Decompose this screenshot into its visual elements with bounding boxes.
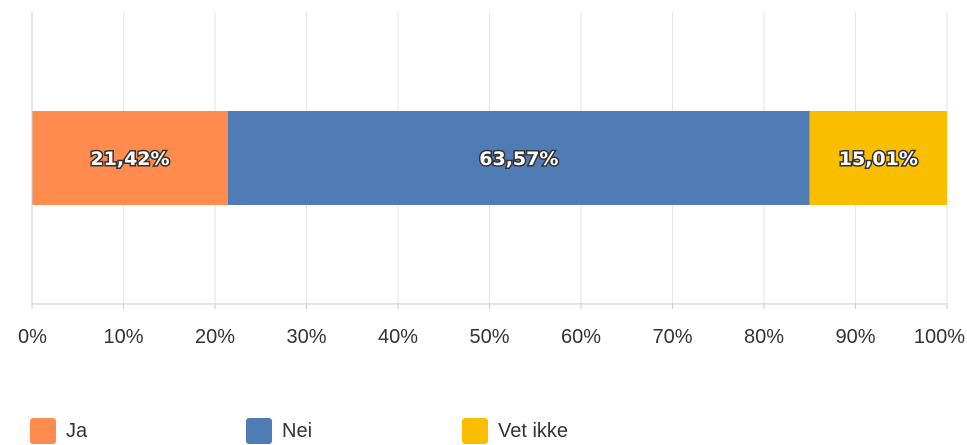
legend-label: Nei	[282, 419, 313, 442]
legend-swatch	[30, 418, 56, 444]
legend-label: Vet ikke	[498, 419, 569, 442]
legend: Ja Nei Vet ikke	[0, 418, 967, 445]
x-tick-label: 10%	[103, 326, 143, 348]
legend-swatch	[462, 418, 488, 444]
x-tick-label: 70%	[652, 326, 692, 348]
x-tick-label: 20%	[195, 326, 235, 348]
x-axis: 0% 10% 20% 30% 40% 50% 60% 70% 80% 90% 100%	[18, 12, 965, 348]
legend-item[interactable]: Nei	[246, 418, 312, 444]
x-tick-label: 0%	[18, 326, 47, 348]
x-tick-label: 50%	[469, 326, 509, 348]
data-label: 63,57%	[479, 148, 558, 170]
legend-item[interactable]: Vet ikke	[462, 418, 568, 444]
x-tick-label: 100%	[914, 326, 965, 348]
legend-label: Ja	[66, 419, 88, 442]
data-label: 21,42%	[90, 148, 169, 170]
bar-segment[interactable]	[227, 111, 810, 205]
bar-segment[interactable]	[32, 111, 228, 205]
bar-segment[interactable]	[809, 111, 947, 205]
data-label: 15,01%	[839, 148, 918, 170]
legend-item[interactable]: Ja	[30, 418, 87, 444]
x-tick-label: 40%	[378, 326, 418, 348]
bar-group: 21,42% 63,57% 15,01%	[32, 111, 947, 205]
legend-swatch	[246, 418, 272, 444]
x-tick-label: 60%	[561, 326, 601, 348]
x-tick-label: 90%	[835, 326, 875, 348]
x-tick-label: 80%	[744, 326, 784, 348]
x-tick-label: 30%	[286, 326, 326, 348]
